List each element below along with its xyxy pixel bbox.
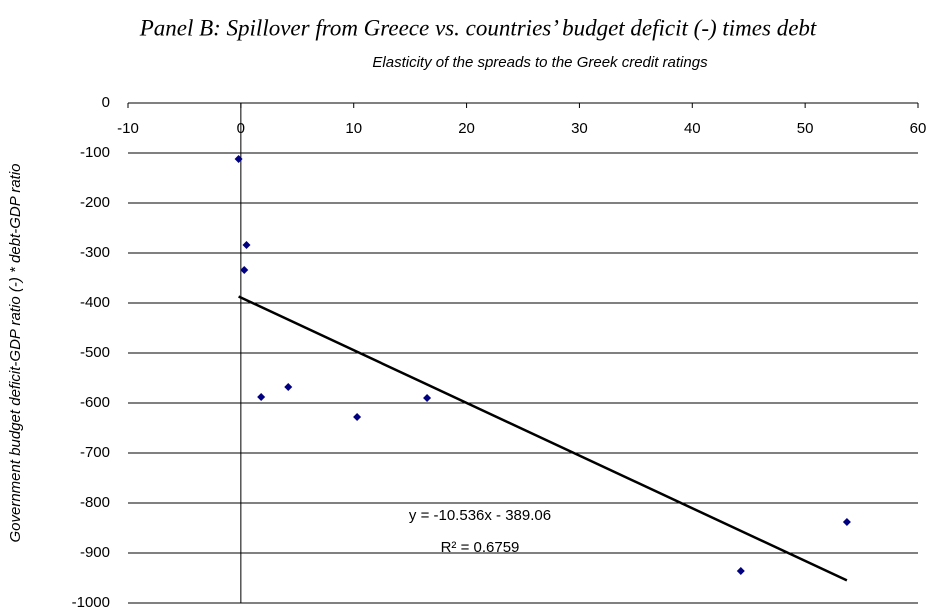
x-tick-label: 50	[797, 120, 814, 137]
x-tick-label: 20	[458, 120, 475, 137]
y-tick-label: -300	[80, 244, 110, 261]
y-tick-label: -600	[80, 394, 110, 411]
point	[257, 393, 266, 401]
x-tick-label: 10	[345, 120, 362, 137]
x-tick-label: 60	[910, 120, 927, 137]
x-axis-label: Elasticity of the spreads to the Greek c…	[372, 54, 708, 71]
x-tick-label: 40	[684, 120, 701, 137]
y-tick-label: -200	[80, 194, 110, 211]
point	[842, 518, 851, 526]
chart-title: Panel B: Spillover from Greece vs. count…	[139, 15, 817, 40]
y-tick-label: -1000	[72, 594, 110, 611]
y-tick-label: -100	[80, 144, 110, 161]
y-tick-label: -700	[80, 444, 110, 461]
y-tick-label: -400	[80, 294, 110, 311]
point	[423, 394, 432, 402]
point	[234, 155, 243, 163]
x-tick-label: 0	[237, 120, 245, 137]
point	[736, 567, 745, 575]
y-tick-label: -900	[80, 544, 110, 561]
y-tick-label: 0	[102, 94, 110, 111]
trendline-equation: y = -10.536x - 389.06	[409, 507, 551, 524]
point	[353, 413, 362, 421]
point	[240, 266, 249, 274]
y-axis-label: Government budget deficit-GDP ratio (-) …	[7, 163, 24, 542]
x-tick-label: 30	[571, 120, 588, 137]
trendline	[238, 295, 848, 582]
y-tick-label: -800	[80, 494, 110, 511]
point	[284, 383, 293, 391]
trendline-r-squared: R² = 0.6759	[441, 539, 520, 556]
y-tick-label: -500	[80, 344, 110, 361]
point	[242, 241, 251, 249]
x-tick-label: -10	[117, 120, 139, 137]
